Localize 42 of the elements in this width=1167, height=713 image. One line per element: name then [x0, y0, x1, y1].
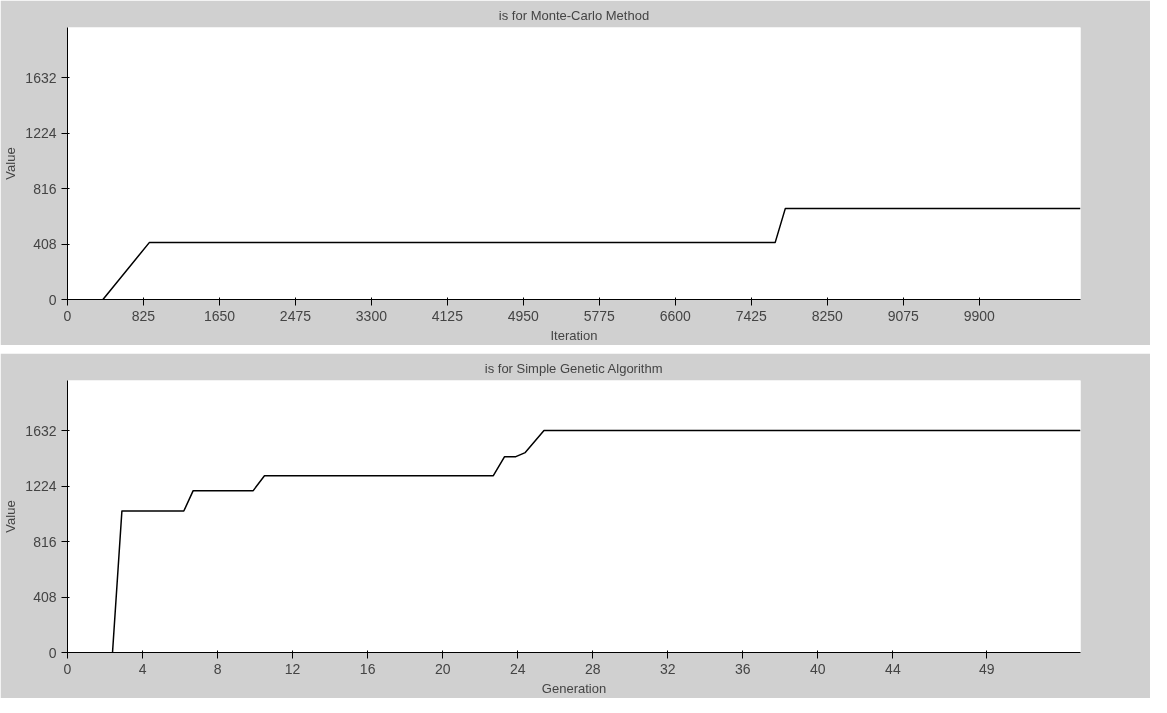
- y-tick-label: 1632: [25, 422, 57, 439]
- y-tick-label: 1632: [25, 69, 57, 86]
- x-tick-label: 49: [978, 660, 995, 677]
- y-tick-label: 1224: [25, 478, 57, 495]
- x-axis-title: Generation: [541, 680, 607, 696]
- y-tick-label: 1224: [25, 125, 57, 142]
- x-tick-label: 9075: [887, 307, 920, 324]
- y-tick-label: 816: [33, 180, 57, 197]
- x-tick-label: 9900: [963, 307, 995, 324]
- x-tick-label: 2475: [279, 307, 312, 324]
- x-tick-label: 825: [131, 307, 156, 324]
- y-axis-title: Value: [3, 500, 19, 533]
- x-tick-label: 4950: [507, 307, 540, 324]
- x-tick-label: 6600: [659, 307, 692, 324]
- y-tick-label: 408: [33, 589, 57, 606]
- x-tick-label: 8250: [811, 307, 844, 324]
- x-tick-label: 4: [138, 660, 147, 677]
- y-tick-label: 0: [48, 644, 57, 661]
- y-tick-label: 0: [48, 291, 57, 308]
- chart-title: is for Monte-Carlo Method: [498, 7, 650, 23]
- x-tick-label: 3300: [355, 307, 388, 324]
- x-tick-label: 5775: [583, 307, 616, 324]
- y-tick-label: 408: [33, 236, 57, 253]
- chart-title: is for Simple Genetic Algorithm: [484, 360, 663, 376]
- x-tick-label: 20: [434, 660, 451, 677]
- x-tick-label: 8: [213, 660, 222, 677]
- x-tick-label: 0: [63, 660, 72, 677]
- x-axis-title: Iteration: [550, 327, 598, 343]
- x-tick-label: 44: [885, 660, 901, 677]
- x-tick-label: 12: [284, 660, 301, 677]
- x-tick-label: 28: [584, 660, 601, 677]
- x-tick-label: 24: [509, 660, 526, 677]
- x-tick-label: 16: [359, 660, 376, 677]
- x-tick-label: 36: [735, 660, 751, 677]
- x-tick-label: 4125: [431, 307, 464, 324]
- x-tick-label: 40: [810, 660, 826, 677]
- y-axis-title: Value: [3, 147, 19, 180]
- x-tick-label: 1650: [203, 307, 236, 324]
- y-tick-label: 816: [33, 533, 57, 550]
- x-tick-label: 7425: [735, 307, 768, 324]
- x-tick-label: 0: [63, 307, 72, 324]
- x-tick-label: 32: [660, 660, 676, 677]
